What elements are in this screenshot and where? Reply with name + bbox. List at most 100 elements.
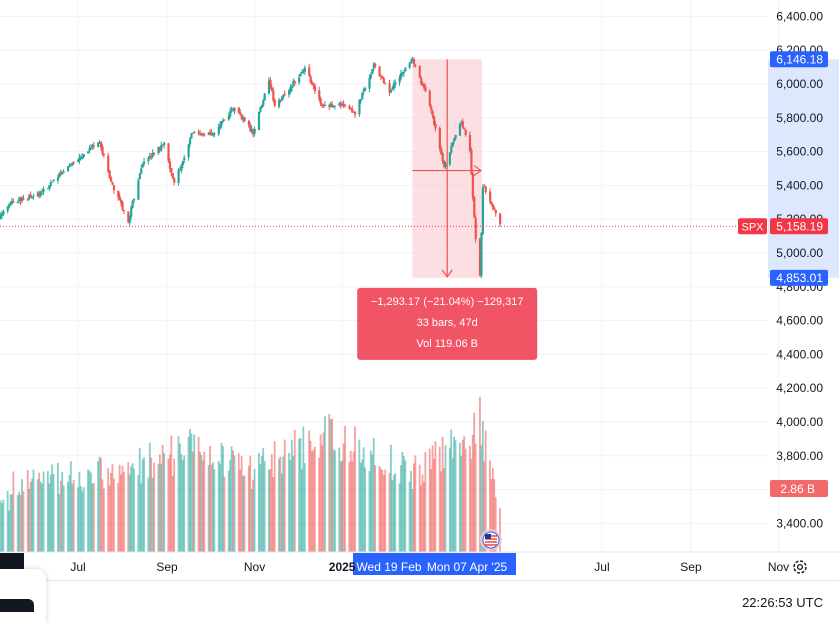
utc-clock[interactable]: 22:26:53 UTC xyxy=(742,595,823,610)
volume-bar xyxy=(400,465,402,552)
volume-bar xyxy=(32,469,35,552)
candle-body xyxy=(147,158,150,162)
candle-body xyxy=(249,124,252,132)
volume-bar xyxy=(388,472,391,552)
candle-body xyxy=(112,185,116,191)
candle-body xyxy=(461,121,464,128)
time-axis[interactable]: Wed 19 Feb Mon 07 Apr '25 '24JulSepNov20… xyxy=(0,551,839,575)
candle-body xyxy=(22,198,25,200)
volume-bar xyxy=(404,460,407,552)
price-tick-label: 5,600.00 xyxy=(776,145,823,159)
time-axis-left-stub xyxy=(0,553,24,571)
candle-body xyxy=(242,118,245,120)
price-tick-label: 3,800.00 xyxy=(776,449,823,463)
candle-body xyxy=(453,138,456,142)
candle-body xyxy=(471,173,474,198)
candle-body xyxy=(92,145,95,147)
volume-bar xyxy=(59,481,62,552)
candle-body xyxy=(379,76,383,78)
volume-bar xyxy=(321,445,323,552)
candle-body xyxy=(372,63,375,69)
candle-body xyxy=(364,88,367,91)
volume-bar xyxy=(339,461,342,552)
chart-settings-icon[interactable] xyxy=(793,560,807,574)
volume-bar xyxy=(494,497,497,552)
measure-tool[interactable] xyxy=(412,59,482,278)
volume-bar xyxy=(189,429,191,552)
candle-body xyxy=(342,103,345,105)
candle-body xyxy=(488,191,492,202)
time-tick-label: Sep xyxy=(680,560,702,574)
volume-bar xyxy=(58,493,61,552)
volume-bar xyxy=(207,464,210,552)
volume-bar xyxy=(112,478,115,552)
volume-bar xyxy=(279,456,282,552)
chart-canvas[interactable]: −1,293.17 (−21.04%) −129,317 33 bars, 47… xyxy=(0,0,839,580)
candle-body xyxy=(358,99,361,115)
candle-body xyxy=(349,108,352,110)
volume-bar xyxy=(391,479,394,552)
volume-bar xyxy=(239,469,242,552)
candle-body xyxy=(36,192,40,197)
candle-body xyxy=(163,142,166,145)
candle-body xyxy=(300,71,304,74)
candle-body xyxy=(351,108,354,113)
candle-body xyxy=(2,210,5,215)
symbol-text: SPX xyxy=(741,221,764,233)
volume-bar xyxy=(358,439,361,552)
volume-bar xyxy=(71,483,74,552)
candle-body xyxy=(98,141,101,144)
volume-bar xyxy=(460,455,463,552)
volume-bar xyxy=(69,461,72,552)
volume-bar xyxy=(48,483,51,552)
volume-bar xyxy=(0,500,2,552)
candle-body xyxy=(262,100,265,106)
candle-body xyxy=(52,179,55,182)
volume-bar xyxy=(381,470,384,552)
price-candles xyxy=(0,56,502,279)
volume-bar xyxy=(368,471,371,552)
volume-bar xyxy=(301,469,303,552)
bottom-left-panel[interactable] xyxy=(0,569,46,623)
candle-body xyxy=(313,85,317,92)
us-flag-icon[interactable] xyxy=(480,529,502,551)
measure-label-box xyxy=(357,287,538,360)
volume-bar xyxy=(352,451,355,552)
price-range-highlight xyxy=(768,59,839,278)
time-range-highlight xyxy=(353,553,516,575)
candle-body xyxy=(18,197,21,202)
volume-bar xyxy=(283,439,286,552)
volume-bar xyxy=(331,418,333,552)
candle-body xyxy=(288,90,291,95)
bottom-left-tab[interactable] xyxy=(0,599,34,612)
price-axis[interactable]: 6,400.006,200.006,000.005,800.005,600.00… xyxy=(768,9,839,530)
volume-bar xyxy=(342,443,345,552)
volume-bar xyxy=(253,468,256,552)
candle-body xyxy=(273,99,276,106)
candle-body xyxy=(148,155,151,159)
volume-bar xyxy=(438,446,441,552)
price-tick-label: 6,000.00 xyxy=(776,77,823,91)
volume-bar xyxy=(252,479,255,552)
volume-bar xyxy=(292,455,295,552)
candle-body xyxy=(51,181,54,183)
candle-body xyxy=(9,203,12,205)
candle-body xyxy=(41,190,44,192)
volume-bar xyxy=(269,469,272,552)
volume-bar xyxy=(201,460,204,552)
candle-body xyxy=(260,104,263,108)
measure-volume-text: Vol 119.06 B xyxy=(416,338,478,350)
price-axis-labels: 6,146.18 4,853.01 SPX 5,158.19 2.86 B xyxy=(738,51,828,497)
price-tick-label: 4,600.00 xyxy=(776,314,823,328)
volume-bar xyxy=(121,465,124,552)
candle-body xyxy=(69,164,73,166)
volume-bar xyxy=(424,452,427,552)
candle-body xyxy=(319,98,322,104)
volume-bar xyxy=(220,442,223,552)
volume-bar xyxy=(39,481,42,552)
volume-bar xyxy=(210,464,213,552)
candle-body xyxy=(143,161,146,164)
volume-bar xyxy=(52,474,55,552)
candle-body xyxy=(151,152,154,157)
